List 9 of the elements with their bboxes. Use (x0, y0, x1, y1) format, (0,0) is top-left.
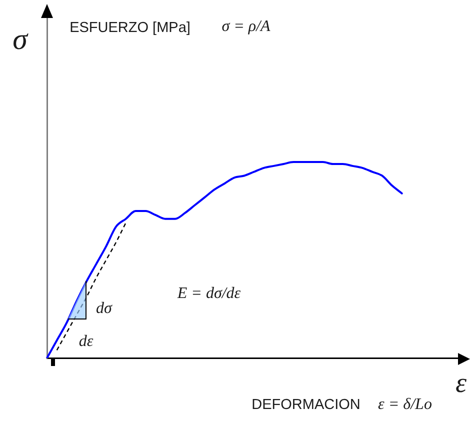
text: ESFUERZO [MPa] (70, 20, 190, 36)
x-axis-title: ε (455, 368, 467, 399)
annotation: E = dσ/dε (177, 285, 241, 302)
y-axis-title: σ (12, 23, 28, 56)
annotation: dε (78, 333, 94, 350)
text: ε = δ/Lo (378, 396, 432, 413)
text: DEFORMACION (252, 396, 360, 413)
text: σ = ρ/A (222, 18, 270, 35)
annotation: dσ (96, 300, 112, 317)
